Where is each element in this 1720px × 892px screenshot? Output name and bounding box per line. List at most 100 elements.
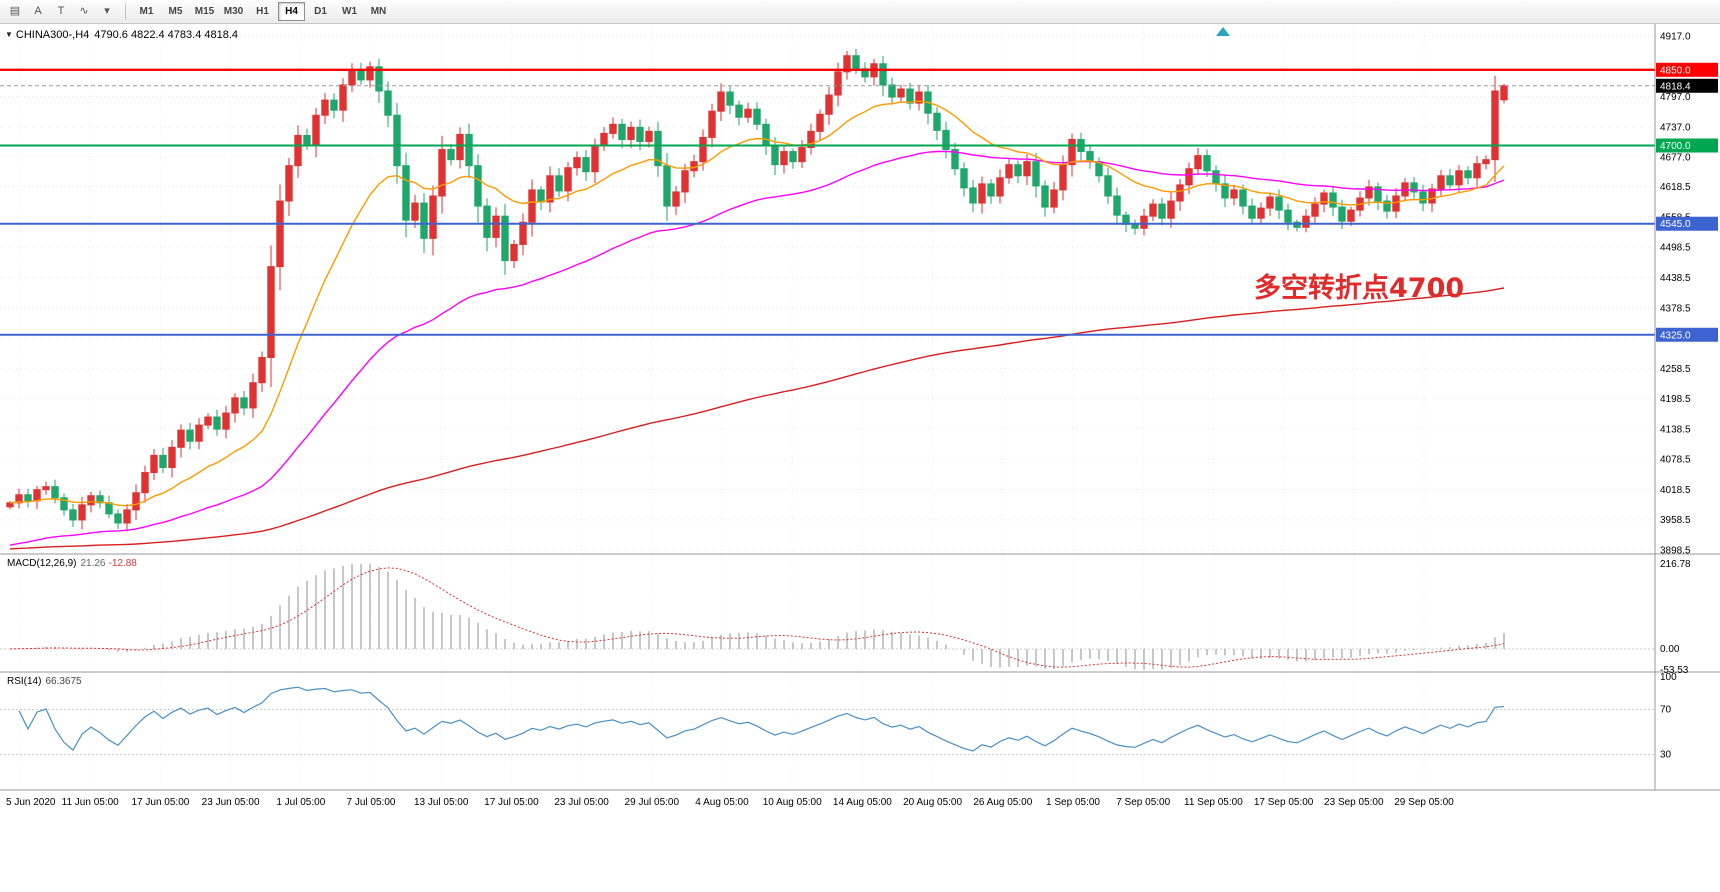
timeline-label[interactable]: 11 Sep 05:00 [1184,797,1243,808]
hline-4325.0-badge[interactable] [1656,327,1718,342]
arrow-marker[interactable] [1216,27,1230,36]
rsi-value: 66.3675 [45,676,82,687]
candle-body [609,123,617,134]
macd-signal-value: -12.88 [108,558,137,569]
candle-body [447,149,455,161]
candle-body [843,55,851,73]
candle-body [591,145,599,173]
timeframe-button-h1[interactable]: H1 [249,2,276,21]
ma-mid-line [9,150,1505,546]
candle-body [1059,164,1067,191]
candle-body [906,88,914,104]
candle-body [510,243,518,262]
timeline-label[interactable]: 23 Jun 05:00 [202,797,260,808]
candle-body [942,129,950,151]
timeline-label[interactable]: 10 Aug 05:00 [763,797,822,808]
candle-body [852,55,860,70]
price-axis-label: 4737.0 [1660,122,1691,133]
candle-body [951,149,959,170]
candle-body [1428,188,1436,204]
timeframe-button-h4[interactable]: H4 [278,2,305,21]
candle-body [276,200,284,268]
candle-body [663,165,671,207]
bid-price-badge[interactable] [1656,78,1718,93]
price-axis-label: 4378.5 [1660,303,1691,314]
candle-body [1284,209,1292,223]
chart-window-icon[interactable]: ▤ [4,2,26,21]
timeline-label[interactable]: 29 Jul 05:00 [625,797,680,808]
timeframe-button-m30[interactable]: M30 [220,2,247,21]
timeline-label[interactable]: 4 Aug 05:00 [695,797,749,808]
timeframe-button-mn[interactable]: MN [365,2,392,21]
timeframe-button-w1[interactable]: W1 [336,2,363,21]
candle-body [1419,191,1427,204]
hline-4545.0-badge[interactable] [1656,216,1718,231]
timeline-label[interactable]: 14 Aug 05:00 [833,797,892,808]
timeframe-group: M1 M5 M15 M30 H1 H4 D1 W1 MN [133,2,392,21]
candle-body [33,489,41,502]
timeframe-button-m1[interactable]: M1 [133,2,160,21]
timeline-label[interactable]: 13 Jul 05:00 [414,797,469,808]
hline-4700.0-badge[interactable] [1656,138,1718,153]
candle-body [420,202,428,239]
timeframe-button-m5[interactable]: M5 [162,2,189,21]
candle-body [798,147,806,163]
timeline-label[interactable]: 7 Jul 05:00 [347,797,396,808]
indicators-icon[interactable]: ∿ [73,2,95,21]
indicators-dropdown-icon[interactable]: ▾ [96,2,118,21]
timeline-label[interactable]: 26 Aug 05:00 [973,797,1032,808]
candle-body [204,416,212,426]
candle-body [762,123,770,147]
candle-body [645,130,653,142]
rsi-axis-label: 30 [1660,749,1672,760]
candle-body [1050,189,1058,208]
macd-main-value: 21.26 [80,558,106,569]
annotation-text[interactable]: 多空转折点4700 [1254,273,1465,304]
candle-body [1023,161,1031,177]
candle-body [213,416,221,430]
price-axis-label: 4677.0 [1660,153,1691,164]
timeline-label[interactable]: 1 Sep 05:00 [1046,797,1100,808]
candle-body [1005,164,1013,179]
candle-body [1203,155,1211,172]
candle-body [1338,206,1346,222]
timeline-label[interactable]: 5 Jun 2020 [6,797,56,808]
candle-body [519,221,527,245]
candle-body [78,504,86,521]
timeline-label[interactable]: 20 Aug 05:00 [903,797,962,808]
hline-4850.0-badge[interactable] [1656,62,1718,77]
text-tool-icon[interactable]: T [50,2,72,21]
price-axis-label: 3898.5 [1660,546,1691,557]
candle-body [1347,209,1355,222]
candle-body [1383,200,1391,212]
candle-body [618,123,626,140]
timeline-label[interactable]: 7 Sep 05:00 [1116,797,1170,808]
candle-body [402,165,410,221]
candle-body [1086,151,1094,163]
timeline-label[interactable]: 23 Jul 05:00 [554,797,609,808]
candle-body [186,429,194,442]
candle-body [258,356,266,384]
candle-body [267,266,275,358]
candle-body [654,130,662,167]
timeline-label[interactable]: 29 Sep 05:00 [1394,797,1454,808]
candle-body [1014,164,1022,177]
timeline-label[interactable]: 1 Jul 05:00 [276,797,325,808]
timeline-label[interactable]: 17 Sep 05:00 [1254,797,1314,808]
candle-body [627,126,635,140]
quick-trade-arrow-icon[interactable]: ▼ [5,30,13,39]
candle-body [681,170,689,193]
candle-body [123,509,131,524]
timeline-label[interactable]: 17 Jul 05:00 [484,797,539,808]
timeline-label[interactable]: 17 Jun 05:00 [131,797,189,808]
candle-body [501,215,509,262]
timeline-label[interactable]: 11 Jun 05:00 [62,797,120,808]
candle-body [69,509,77,521]
timeframe-button-d1[interactable]: D1 [307,2,334,21]
candle-body [1176,184,1184,202]
timeframe-button-m15[interactable]: M15 [191,2,218,21]
candle-body [1239,189,1247,207]
cursor-a-icon[interactable]: A [27,2,49,21]
candle-body [483,205,491,238]
timeline-label[interactable]: 23 Sep 05:00 [1324,797,1384,808]
